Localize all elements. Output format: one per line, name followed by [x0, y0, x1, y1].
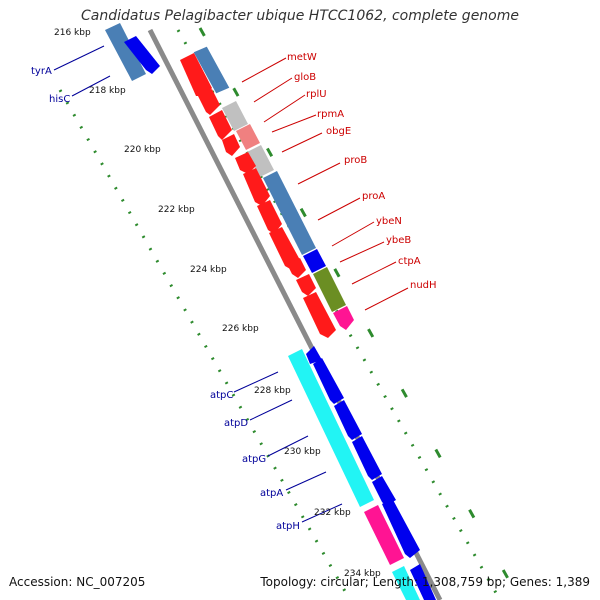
right-leader-lines	[241, 57, 409, 311]
gene-label-metW[interactable]: metW	[287, 52, 317, 63]
gene-atpG-arrow[interactable]	[352, 436, 382, 480]
gene-red-4[interactable]	[222, 134, 240, 156]
gene-rplU-block[interactable]	[236, 124, 260, 150]
gene-label-gloB[interactable]: gloB	[294, 72, 316, 83]
gene-label-atpH[interactable]: atpH	[276, 521, 300, 532]
gene-label-tyrA[interactable]: tyrA	[31, 66, 52, 77]
kbp-label: 216 kbp	[54, 28, 91, 38]
leader-rplU	[263, 94, 306, 123]
gene-label-rplU[interactable]: rplU	[306, 89, 327, 100]
gene-nudH-block[interactable]	[333, 306, 354, 330]
kbp-label: 220 kbp	[124, 145, 161, 155]
gene-label-hisC[interactable]: hisC	[49, 94, 70, 105]
gene-red-10[interactable]	[296, 274, 316, 296]
gene-proB-block[interactable]	[263, 171, 316, 255]
outer-strand-genes	[105, 23, 354, 338]
gene-ybeN-block[interactable]	[303, 249, 326, 273]
gene-label-atpC[interactable]: atpC	[210, 390, 233, 401]
leader-ybeN	[331, 221, 375, 247]
kbp-scale-labels: 216 kbp 218 kbp 220 kbp 222 kbp 224 kbp …	[54, 28, 381, 579]
gene-label-obgE[interactable]: obgE	[326, 126, 351, 137]
gene-red-7[interactable]	[257, 200, 282, 234]
gene-red-3[interactable]	[209, 110, 232, 140]
gene-red-6[interactable]	[243, 168, 270, 206]
kbp-label: 234 kbp	[344, 569, 381, 579]
leader-atpH	[301, 503, 343, 523]
leader-gloB	[253, 77, 293, 103]
gene-red-1[interactable]	[180, 53, 212, 96]
gene-label-ybeN[interactable]: ybeN	[376, 216, 402, 227]
left-leader-lines	[53, 45, 343, 523]
accession-text: Accession: NC_007205	[9, 575, 146, 589]
gene-label-ctpA[interactable]: ctpA	[398, 256, 421, 267]
leader-atpC	[233, 371, 279, 393]
gene-blue-bottom[interactable]	[410, 564, 436, 600]
gene-label-atpG[interactable]: atpG	[242, 454, 266, 465]
gene-atpH-block[interactable]	[364, 505, 404, 565]
gene-red-2[interactable]	[198, 89, 220, 115]
gene-tyrA-block[interactable]	[105, 23, 146, 81]
leader-hisC	[71, 75, 111, 97]
leader-atpG	[267, 435, 309, 457]
kbp-label: 224 kbp	[190, 265, 227, 275]
right-gene-labels: metW gloB rplU rpmA obgE proB proA ybeN …	[287, 52, 437, 291]
gene-atp-cyan-block[interactable]	[288, 349, 374, 507]
gene-rpmA-block[interactable]	[247, 145, 274, 177]
gene-atp-blue-late[interactable]	[382, 498, 420, 558]
kbp-label: 228 kbp	[254, 386, 291, 396]
kbp-label: 232 kbp	[314, 508, 351, 518]
gene-label-nudH[interactable]: nudH	[410, 280, 437, 291]
leader-atpA	[285, 471, 327, 491]
genome-summary-text: Topology: circular; Length: 1,308,759 bp…	[260, 575, 590, 589]
kbp-label: 226 kbp	[222, 324, 259, 334]
leader-ybeB	[339, 241, 385, 263]
kbp-label: 218 kbp	[89, 86, 126, 96]
leader-rpmA	[271, 114, 317, 133]
gene-atpC-arrow[interactable]	[313, 358, 344, 404]
gene-label-atpD[interactable]: atpD	[224, 418, 248, 429]
inner-dotted-ring	[58, 89, 352, 600]
leader-proB	[297, 162, 341, 185]
left-gene-labels: tyrA hisC atpC atpD atpG atpA atpH	[31, 66, 300, 532]
gene-label-atpA[interactable]: atpA	[260, 488, 283, 499]
gene-atpD-arrow[interactable]	[334, 400, 362, 440]
gene-atp-blue-small[interactable]	[306, 346, 322, 364]
gene-label-proB[interactable]: proB	[344, 155, 367, 166]
leader-obgE	[281, 132, 323, 153]
leader-metW	[241, 57, 287, 83]
gene-label-ybeB[interactable]: ybeB	[386, 235, 411, 246]
inner-strand-genes	[288, 346, 436, 600]
gene-gloB-block[interactable]	[222, 101, 248, 131]
gene-metW-block[interactable]	[192, 45, 231, 95]
gene-label-proA[interactable]: proA	[362, 191, 385, 202]
gene-cyan-bottom[interactable]	[392, 566, 420, 600]
gene-atpA-arrow[interactable]	[372, 476, 396, 506]
leader-tyrA	[53, 45, 105, 71]
gene-red-9[interactable]	[287, 258, 306, 278]
kbp-label: 222 kbp	[158, 205, 195, 215]
leader-ctpA	[351, 261, 397, 285]
kbp-label: 230 kbp	[284, 447, 321, 457]
leader-proA	[317, 197, 361, 221]
leader-nudH	[364, 287, 409, 311]
leader-atpD	[249, 399, 293, 421]
gene-label-rpmA[interactable]: rpmA	[317, 109, 344, 120]
gene-red-11[interactable]	[303, 292, 336, 338]
gene-ctpA-block[interactable]	[313, 267, 346, 312]
gene-red-8[interactable]	[269, 227, 300, 270]
gene-hisC-block[interactable]	[124, 36, 160, 74]
inner-tick-ring	[58, 89, 352, 600]
map-title: Candidatus Pelagibacter ubique HTCC1062,…	[80, 8, 519, 24]
outer-dashed-ring	[198, 27, 522, 600]
gene-red-5[interactable]	[235, 152, 256, 174]
